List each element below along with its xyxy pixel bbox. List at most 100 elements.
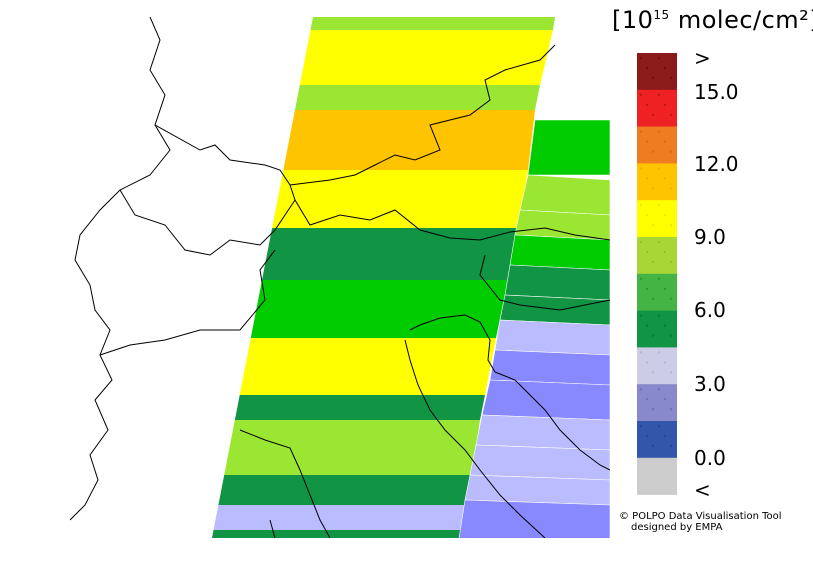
legend-swatch-texture [670,150,672,153]
legend-swatch-texture [652,445,654,447]
italy-internal [99,249,276,356]
legend-swatch-texture [670,113,672,116]
satellite-swath-main [211,17,555,538]
legend-swatch-texture [658,93,660,96]
legend-swatch-texture [652,334,654,337]
swath-pixel-periwinkle [458,499,610,538]
legend-label-9: 9.0 [694,225,726,249]
slovenia-croatia [479,254,610,311]
legend-label-above: > [694,46,711,70]
swath-pixel-yellow [299,30,553,85]
legend-swatch-texture [640,93,642,96]
legend-swatch-texture [658,461,660,464]
legend-swatch-texture [658,425,660,427]
swath-pixel-periwinkle [489,349,610,386]
italy-adriatic-coast [404,339,546,538]
legend-swatch-texture [646,177,648,180]
legend-swatch-texture [664,324,666,327]
legend-swatch-texture [670,224,672,227]
legend-swatch-texture [658,57,660,59]
legend-label-3: 3.0 [694,372,726,396]
country-borders [69,17,610,538]
swath-pixel-light_green [294,85,540,110]
swath-pixel-yellow [272,170,528,228]
legend-swatch-texture [670,408,672,411]
legend-swatch-texture [670,261,672,263]
legend-swatch-texture [658,204,660,207]
legend-swatch-texture [640,130,642,133]
legend-swatch-texture [646,251,648,253]
legend-swatch-texture [658,314,660,317]
legend-swatch-texture [664,398,666,401]
alps-border [289,44,556,186]
legend-swatch [637,200,677,238]
legend-swatch-texture [670,481,672,484]
legend-swatch-texture [646,103,648,106]
swath-pixel-lavender [475,414,610,451]
swath-pixel-dark_green [218,475,472,505]
legend-swatch-texture [664,287,666,290]
legend-swatch-texture [646,435,648,437]
legend-swatch-texture [664,140,666,143]
legend-swatch [637,237,677,275]
swath-pixel-lavender [469,444,610,481]
legend-unit-title: [1015 molec/cm²] [612,6,813,34]
legend-swatch-texture [652,77,654,79]
legend-label-15: 15.0 [694,80,739,104]
legend-swatch-texture [670,297,672,300]
legend-swatch-texture [652,113,654,116]
legend-swatch-texture [658,241,660,243]
swath-pixel-green [509,234,610,271]
france-switzerland-border [69,17,171,521]
swath-pixel-dark_green [211,530,462,538]
legend-swatch-texture [640,57,642,59]
legend-swatch [637,163,677,201]
swath-pixel-periwinkle [481,379,610,421]
legend-swatch-texture [670,445,672,447]
legend-swatch-texture [652,150,654,153]
legend-swatch-texture [646,287,648,290]
legend-swatch [637,347,677,385]
swath-pixel-orange [283,110,535,170]
legend-swatch [637,53,677,91]
legend-swatch-texture [646,67,648,69]
legend-swatch-texture [652,297,654,300]
legend-swatch-texture [664,435,666,437]
legend-swatch-texture [646,324,648,327]
legend-swatch-texture [658,167,660,170]
legend-swatch-texture [652,224,654,227]
switzerland-north [154,124,296,201]
legend-swatch-texture [640,388,642,391]
swath-pixel-light_green [224,420,480,475]
legend-swatch-texture [652,261,654,263]
swath-pixel-light_green [310,17,555,30]
corsica-north [269,519,276,538]
swath-pixel-lavender [213,505,468,530]
legend-swatch-texture [646,140,648,143]
legend-label-12: 12.0 [694,152,739,176]
legend-swatch [637,310,677,348]
legend-swatch [637,89,677,127]
credit-line-2: designed by EMPA [631,522,723,533]
swath-pixel-dark_green [262,228,518,280]
adriatic-coast-north [409,314,496,373]
legend-swatch-texture [652,371,654,374]
legend-swatch [637,457,677,495]
swath-pixel-dark_green [504,264,610,301]
credit-line-1: © POLPO Data Visualisation Tool [619,511,782,522]
legend-swatch [637,384,677,422]
legend-swatch-texture [640,351,642,354]
legend-swatch-texture [658,351,660,354]
legend-label-below: < [694,478,711,502]
legend-swatch-texture [664,251,666,253]
legend-swatch-texture [670,77,672,79]
legend-swatch-texture [646,361,648,364]
swath-pixel-light_green [514,209,610,241]
legend-color-bar [637,53,677,495]
legend-label-6: 6.0 [694,298,726,322]
legend-swatch-texture [652,481,654,484]
swath-pixel-green [250,280,508,338]
legend-swatch-texture [658,130,660,133]
swath-pixel-dark_green [499,294,610,326]
